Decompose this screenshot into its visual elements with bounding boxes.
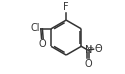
Text: N: N [84, 45, 92, 55]
Text: O: O [84, 59, 92, 69]
Text: Cl: Cl [31, 23, 40, 33]
Text: −: − [94, 43, 101, 52]
Text: +: + [88, 45, 93, 51]
Text: F: F [63, 2, 69, 12]
Text: O: O [94, 44, 102, 54]
Text: O: O [38, 39, 46, 49]
